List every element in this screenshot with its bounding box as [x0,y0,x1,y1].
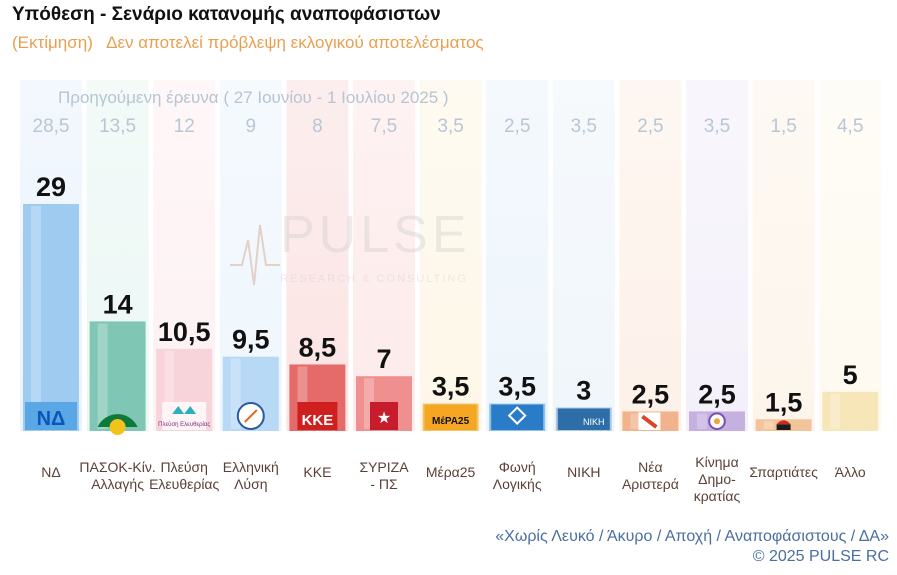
party-logo-ελληνική-λύση [238,403,264,429]
category-label-συριζα-πς: - ΠΣ [370,476,398,492]
category-label-πλεύση-ελευθερίας: Πλεύση [160,459,207,475]
value-label-κκε: 8,5 [299,332,337,362]
party-logo-νδ: ΝΔ [25,402,77,430]
party-logo-κίνημα-δημο-κρατίας [709,413,725,429]
previous-value-μέρα25: 3,5 [437,116,463,137]
category-label-πλεύση-ελευθερίας: Ελευθερίας [149,476,219,492]
value-label-μέρα25: 3,5 [432,372,470,402]
party-logo-νέα-αριστερά [638,412,660,430]
previous-value-κκε: 8 [312,116,323,137]
previous-value-νέα-αριστερά: 2,5 [637,116,663,137]
previous-value-νικη: 3,5 [571,116,597,137]
watermark-tagline: RESEARCH & CONSULTING [280,273,468,285]
bar-highlight-άλλο [830,394,840,429]
value-label-σπαρτιάτες: 1,5 [765,387,803,417]
value-label-νδ: 29 [36,172,66,202]
category-label-νικη: ΝΙΚΗ [567,464,600,480]
previous-value-συριζα-πς: 7,5 [371,116,397,137]
value-label-άλλο: 5 [843,360,858,390]
value-label-νέα-αριστερά: 2,5 [632,379,670,409]
party-logo-συριζα-πς: ★ [370,402,398,430]
svg-text:ΜέΡΑ25: ΜέΡΑ25 [432,416,470,427]
watermark-brand: PULSE [280,205,471,265]
category-label-άλλο: Άλλο [835,464,866,480]
category-label-φωνή-λογικής: Φωνή [499,459,536,475]
category-label-πασοκ-κίν-αλλαγής: Αλλαγής [91,476,144,492]
bar-highlight-σπαρτιάτες [764,421,774,429]
category-label-νέα-αριστερά: Αριστερά [622,476,679,492]
bar-highlight-νδ [31,206,41,429]
category-label-φωνή-λογικής: Λογικής [493,476,542,492]
previous-value-φωνή-λογικής: 2,5 [504,116,530,137]
category-label-συριζα-πς: ΣΥΡΙΖΑ [359,459,409,475]
previous-value-άλλο: 4,5 [837,116,863,137]
previous-value-πλεύση-ελευθερίας: 12 [174,116,195,137]
bar-highlight-πασοκ-κίν-αλλαγής [98,323,108,429]
value-label-πλεύση-ελευθερίας: 10,5 [158,317,211,347]
category-label-κίνημα-δημο-κρατίας: κρατίας [694,488,741,504]
party-logo-πλεύση-ελευθερίας: Πλεύση Ελευθερίας [158,402,210,430]
previous-value-ελληνική-λύση: 9 [246,116,257,137]
bar-highlight-κίνημα-δημο-κρατίας [697,413,707,429]
svg-text:ΝΔ: ΝΔ [37,408,66,430]
svg-text:Πλεύση Ελευθερίας: Πλεύση Ελευθερίας [158,422,210,428]
value-label-νικη: 3 [576,376,591,406]
previous-value-πασοκ-κίν-αλλαγής: 13,5 [99,116,136,137]
svg-text:ΝΙΚΗ: ΝΙΚΗ [583,417,605,427]
category-label-πασοκ-κίν-αλλαγής: ΠΑΣΟΚ-Κίν. [79,459,155,475]
heartbeat-icon [230,205,280,295]
category-label-σπαρτιάτες: Σπαρτιάτες [749,464,818,480]
category-label-ελληνική-λύση: Ελληνική [223,459,279,475]
category-label-κκε: ΚΚΕ [303,464,331,480]
svg-text:★: ★ [377,408,391,427]
category-label-νδ: ΝΔ [41,464,60,480]
party-logo-μέρα25: ΜέΡΑ25 [425,405,477,430]
previous-value-κίνημα-δημο-κρατίας: 3,5 [704,116,730,137]
category-label-νέα-αριστερά: Νέα [638,459,662,475]
previous-survey-label: Προηγούμενη έρευνα ( 27 Ιουνίου - 1 Ιουλ… [58,88,449,108]
value-label-φωνή-λογικής: 3,5 [498,372,536,402]
svg-text:ΚΚΕ: ΚΚΕ [302,412,334,429]
footnote: «Χωρίς Λευκό / Άκυρο / Αποχή / Αναποφάσι… [495,528,889,546]
category-label-κίνημα-δημο-κρατίας: Κίνημα [695,454,738,470]
party-logo-νικη: ΝΙΚΗ [558,409,610,430]
category-label-μέρα25: Μέρα25 [426,464,476,480]
value-label-συριζα-πς: 7 [376,344,391,374]
party-logo-φωνή-λογικής [491,405,543,430]
category-label-κίνημα-δημο-κρατίας: Δημο- [698,471,736,487]
previous-value-σπαρτιάτες: 1,5 [770,116,796,137]
value-label-πασοκ-κίν-αλλαγής: 14 [103,289,133,319]
pulse-watermark: PULSE RESEARCH & CONSULTING [230,205,470,295]
copyright: © 2025 PULSE RC [753,548,889,566]
category-label-ελληνική-λύση: Λύση [234,476,267,492]
value-label-ελληνική-λύση: 9,5 [232,325,270,355]
value-label-κίνημα-δημο-κρατίας: 2,5 [698,379,736,409]
previous-value-νδ: 28,5 [33,116,70,137]
party-logo-κκε: ΚΚΕ [297,402,337,430]
